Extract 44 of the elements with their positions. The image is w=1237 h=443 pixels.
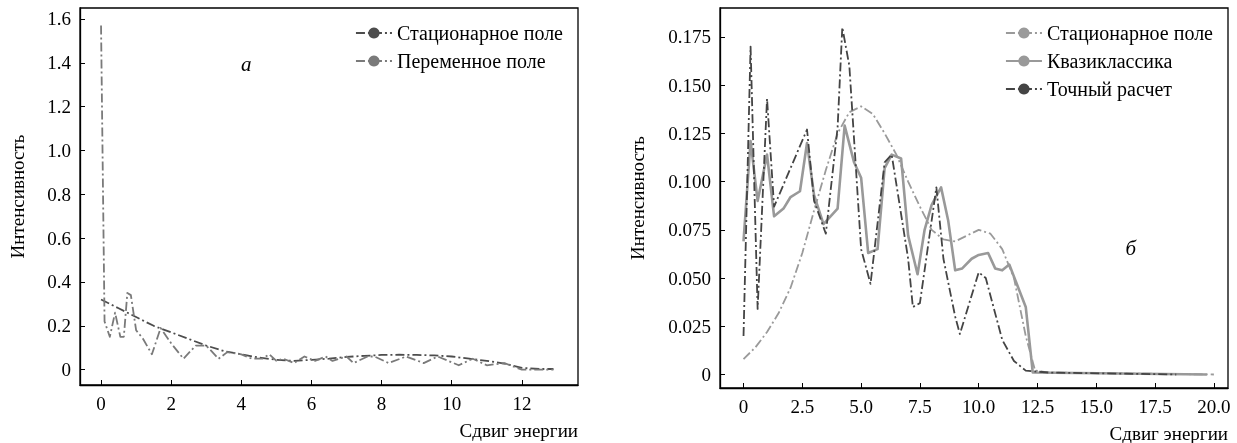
y-tick-label: 0.100: [668, 171, 711, 193]
y-tick-label: 0.2: [47, 315, 71, 337]
x-tick-label: 0: [738, 396, 749, 417]
y-axis-title: Интенсивность: [627, 135, 648, 260]
y-tick-label: 1.2: [47, 96, 71, 118]
annotation: б: [1125, 235, 1138, 260]
y-tick-label: 0.4: [47, 271, 72, 293]
y-tick-label: 0.150: [668, 74, 711, 96]
x-axis-title: Сдвиг энергии: [459, 420, 578, 441]
y-tick-label: 0.175: [668, 26, 711, 48]
annotation: a: [240, 51, 252, 76]
x-tick-label: 10.0: [962, 396, 996, 417]
y-axis-title: Интенсивность: [7, 134, 28, 259]
y-tick-label: 0.050: [668, 267, 711, 289]
x-tick-label: 12.5: [1020, 396, 1055, 417]
x-tick-label: 5.0: [849, 396, 873, 417]
x-tick-label: 6: [306, 393, 317, 414]
y-tick-label: 1.4: [47, 52, 72, 74]
y-tick-label: 1.0: [47, 139, 71, 161]
legend-label: Квазиклассика: [1046, 50, 1173, 72]
y-tick-label: 0.075: [668, 219, 711, 241]
x-tick-label: 17.5: [1138, 396, 1172, 417]
legend-label: Точный расчет: [1046, 78, 1173, 101]
y-tick-label: 0.025: [668, 315, 711, 337]
legend-label: Стационарное поле: [1046, 22, 1214, 45]
legend-label: Стационарное поле: [396, 22, 564, 45]
legend-label: Переменное поле: [396, 50, 546, 73]
y-tick-label: 1.6: [47, 8, 71, 30]
x-tick-label: 2: [166, 393, 176, 414]
x-tick-label: 7.5: [908, 396, 932, 417]
x-tick-label: 20.0: [1197, 396, 1231, 417]
x-tick-label: 4: [236, 393, 247, 414]
x-tick-label: 0: [96, 393, 106, 414]
y-tick-label: 0: [701, 364, 711, 385]
x-tick-label: 8: [376, 393, 387, 414]
x-tick-label: 10: [442, 393, 462, 414]
y-tick-label: 0.8: [47, 183, 71, 205]
y-tick-label: 0.125: [668, 122, 711, 144]
x-tick-label: 2.5: [790, 396, 815, 417]
y-tick-label: 0: [61, 359, 71, 381]
line-series: [100, 298, 555, 370]
y-tick-label: 0.6: [47, 227, 71, 249]
x-tick-label: 15.0: [1079, 396, 1113, 417]
x-tick-label: 12: [512, 393, 532, 414]
